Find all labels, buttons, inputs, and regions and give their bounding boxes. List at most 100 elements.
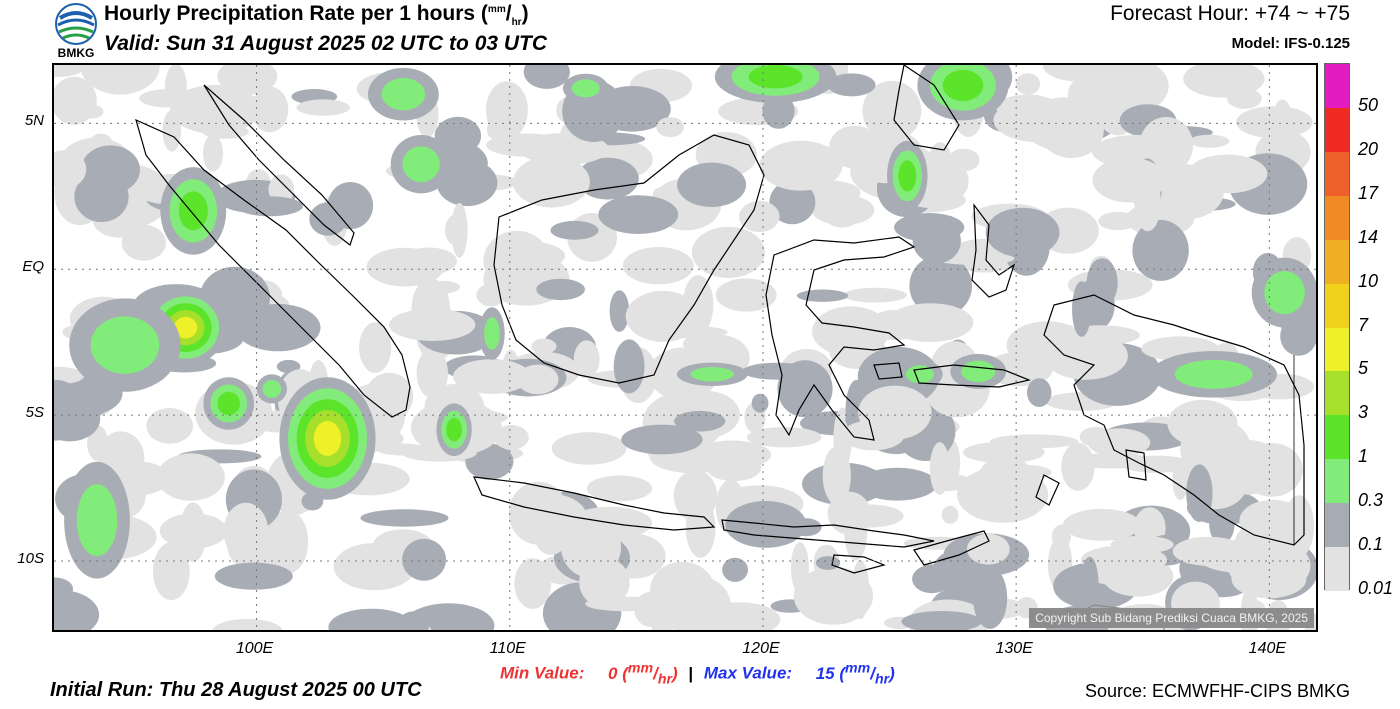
light-rain-patch (966, 533, 1010, 565)
rain-area (676, 362, 748, 386)
light-rain-patch (815, 556, 841, 570)
logo-text: BMKG (57, 46, 95, 60)
rain-area (368, 67, 439, 121)
malay-peninsula-coastline (203, 84, 355, 246)
light-rain-patch (74, 171, 129, 222)
light-rain-patch (1132, 219, 1189, 281)
light-rain-patch (573, 340, 600, 379)
light-rain-patch (586, 475, 653, 502)
rain-area (950, 353, 1007, 389)
colorbar-segment (1325, 327, 1349, 372)
light-rain-patch (746, 427, 822, 448)
rain-area (69, 298, 181, 392)
light-rain-patch (121, 224, 166, 261)
light-rain-patch (451, 203, 468, 258)
rain-area (897, 359, 943, 389)
rain-area (279, 377, 376, 500)
light-rain-patch (1172, 536, 1245, 566)
light-rain-patch (843, 287, 907, 303)
light-rain-patch (1172, 460, 1189, 500)
light-rain-patch (912, 218, 961, 264)
max-value: 15 (mm/hr) (815, 660, 895, 688)
light-rain-patch (551, 432, 627, 465)
light-rain-patch (465, 443, 514, 480)
light-rain-patch (827, 73, 876, 97)
light-rain-patch (999, 465, 1052, 480)
colorbar-label: 10 (1358, 270, 1379, 291)
light-rain-patch (660, 575, 731, 630)
min-value: 0 (mm/hr) (608, 660, 678, 688)
light-rain-patch (941, 505, 959, 524)
sumba-coastline (831, 554, 886, 574)
timor-coastline (913, 530, 990, 566)
rain-contour (262, 379, 282, 398)
light-rain-patch (1071, 453, 1153, 469)
rain-contour (898, 160, 917, 192)
longitude-tick-label: 110E (489, 640, 526, 657)
colorbar-segment (1325, 151, 1349, 197)
model-label: Model: IFS-0.125 (1231, 35, 1350, 52)
light-rain-patch (827, 504, 904, 528)
colorbar (1324, 63, 1350, 592)
light-rain-patch (217, 65, 278, 95)
light-rain-patch (706, 454, 762, 482)
light-rain-patch (54, 396, 101, 442)
light-rain-patch (656, 117, 685, 138)
light-rain-patch (514, 558, 552, 609)
light-rain-patch (1079, 426, 1112, 447)
rain-contour (961, 360, 996, 383)
map-gridlines (54, 65, 1316, 630)
colorbar-label: 7 (1358, 314, 1369, 335)
light-rain-patch (54, 65, 83, 77)
rain-areas (64, 65, 1316, 579)
light-rain-patch (429, 280, 460, 294)
colorbar-segment (1325, 547, 1349, 592)
latitude-tick-label: 5N (24, 112, 44, 130)
rain-contour (690, 367, 735, 382)
light-rain-patch (536, 278, 585, 301)
light-rain-patch (598, 195, 679, 235)
colorbar-label: 0.01 (1358, 578, 1394, 598)
light-rain-patch (857, 467, 937, 501)
rain-contour (90, 316, 160, 374)
light-rain-patch (328, 608, 415, 630)
light-rain-patch (585, 596, 664, 612)
light-rain-patch (1113, 559, 1137, 589)
rain-contour (174, 316, 198, 339)
colorbar-segment (1325, 64, 1349, 109)
copyright-notice: Copyright Sub Bidang Prediksi Cuaca BMKG… (1029, 608, 1314, 628)
rain-contour (402, 146, 440, 183)
light-rain-patch (212, 618, 283, 630)
light-rain-patch (823, 202, 861, 228)
colorbar-segment (1325, 503, 1349, 548)
light-rain-patch (523, 65, 570, 89)
title-text: Hourly Precipitation Rate per 1 hours (104, 2, 476, 25)
title-unit-sub: hr (511, 17, 522, 29)
mindanao-coastline (893, 65, 960, 151)
light-rain-patch (1015, 73, 1041, 95)
colorbar-label: 5 (1358, 358, 1369, 379)
forecast-hour: Forecast Hour: +74 ~ +75 (1110, 2, 1350, 25)
longitude-tick-label: 100E (235, 640, 274, 657)
light-rain-patch (912, 564, 952, 594)
light-rain-patch (722, 557, 748, 582)
light-rain-patch (989, 434, 1079, 449)
colorbar-segment (1325, 415, 1349, 460)
latitude-tick-label: EQ (22, 258, 44, 276)
colorbar-label: 1 (1358, 446, 1369, 467)
light-rain-patch (223, 502, 269, 560)
data-source: Source: ECMWFHF-CIPS BMKG (1084, 681, 1350, 701)
light-rain-patch (531, 338, 557, 354)
light-rain-patch (365, 372, 414, 420)
buru-coastline (873, 362, 903, 380)
aru-coastline (1125, 449, 1147, 481)
java-coastline (473, 476, 716, 531)
latitude-tick-label: 5S (25, 404, 44, 422)
light-rain-patch (576, 157, 639, 200)
rain-contour (484, 317, 500, 350)
light-rain-patch (1042, 65, 1115, 82)
max-label: Max Value: (703, 663, 793, 683)
chart-title: Hourly Precipitation Rate per 1 hours (m… (104, 2, 529, 29)
light-rain-patch (1183, 65, 1265, 98)
rain-contour (748, 65, 803, 89)
